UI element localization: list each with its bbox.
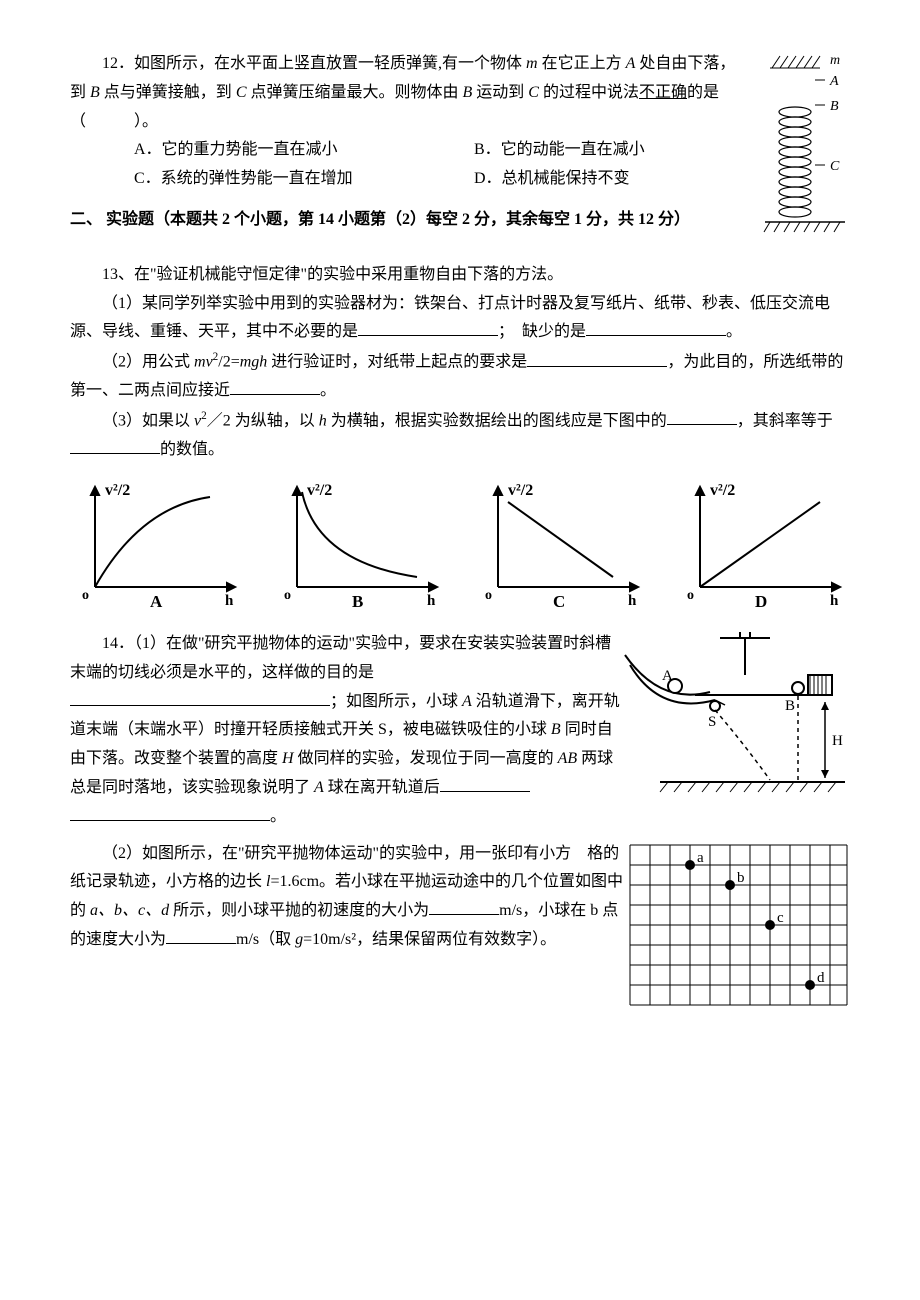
label-C: C bbox=[830, 159, 840, 174]
q13-p1: （1）某同学列举实验中用到的实验器材为：铁架台、打点计时器及复写纸片、纸带、秒表… bbox=[70, 290, 850, 348]
label-B: B bbox=[830, 99, 839, 114]
svg-text:b: b bbox=[737, 870, 745, 886]
q14-figure1: A S B H bbox=[620, 630, 850, 832]
q13-charts: v²/2 o h A v²/2 o h B v²/2 o h C bbox=[70, 477, 850, 612]
section2-title: 二、 实验题（本题共 2 个小题，第 14 小题第（2）每空 2 分，其余每空 … bbox=[70, 206, 850, 235]
svg-text:B: B bbox=[352, 592, 363, 611]
q14-p1-tail: 。 bbox=[70, 803, 620, 832]
q12-optD: D．总机械能保持不变 bbox=[410, 165, 630, 194]
chart-C: v²/2 o h C bbox=[473, 477, 648, 612]
svg-text:v²/2: v²/2 bbox=[307, 482, 332, 499]
svg-text:h: h bbox=[830, 593, 839, 609]
svg-text:v²/2: v²/2 bbox=[710, 482, 735, 499]
chart-A: v²/2 o h A bbox=[70, 477, 245, 612]
chart-D: v²/2 o h D bbox=[675, 477, 850, 612]
q12-optB: B．它的动能一直在减小 bbox=[410, 136, 645, 165]
q12-options-row1: A．它的重力势能一直在减小 B．它的动能一直在减小 bbox=[70, 136, 750, 165]
q13-intro: 13、在"验证机械能守恒定律"的实验中采用重物自由下落的方法。 bbox=[70, 261, 850, 290]
svg-text:A: A bbox=[150, 592, 163, 611]
svg-text:o: o bbox=[485, 588, 492, 603]
svg-text:H: H bbox=[832, 733, 843, 749]
q14-p1: 14．（1）在做"研究平抛物体的运动"实验中，要求在安装实验装置时斜槽末端的切线… bbox=[70, 630, 620, 803]
q12-options-row2: C．系统的弹性势能一直在增加 D．总机械能保持不变 bbox=[70, 165, 750, 194]
label-m: m bbox=[830, 53, 840, 68]
svg-text:B: B bbox=[785, 698, 795, 714]
svg-text:a: a bbox=[697, 850, 704, 866]
q12-figure: m A B C bbox=[760, 50, 850, 261]
q13-p2: （2）用公式 mv2/2=mgh 进行验证时，对纸带上起点的要求是，为此目的，所… bbox=[70, 347, 850, 406]
q13-p3: （3）如果以 v2／2 为纵轴，以 h 为横轴，根据实验数据绘出的图线应是下图中… bbox=[70, 406, 850, 465]
svg-text:v²/2: v²/2 bbox=[105, 482, 130, 499]
svg-text:o: o bbox=[687, 588, 694, 603]
svg-text:h: h bbox=[427, 593, 436, 609]
svg-text:A: A bbox=[662, 668, 673, 684]
svg-text:S: S bbox=[708, 714, 716, 730]
svg-text:D: D bbox=[755, 592, 767, 611]
svg-text:o: o bbox=[82, 588, 89, 603]
svg-text:d: d bbox=[817, 970, 825, 986]
svg-text:c: c bbox=[777, 910, 784, 926]
q12-optA: A．它的重力势能一直在减小 bbox=[70, 136, 410, 165]
chart-B: v²/2 o h B bbox=[272, 477, 447, 612]
svg-text:C: C bbox=[553, 592, 565, 611]
svg-text:o: o bbox=[284, 588, 291, 603]
svg-text:v²/2: v²/2 bbox=[508, 482, 533, 499]
q14-figure2: a b c d bbox=[625, 840, 850, 1026]
svg-text:h: h bbox=[225, 593, 234, 609]
q14-p2: （2）如图所示，在"研究平抛物体运动"的实验中，用一张印有小方 格的纸记录轨迹，… bbox=[70, 840, 625, 955]
q12-optC: C．系统的弹性势能一直在增加 bbox=[70, 165, 410, 194]
svg-text:h: h bbox=[628, 593, 637, 609]
label-A: A bbox=[829, 74, 839, 89]
q12-stem: 12．如图所示，在水平面上竖直放置一轻质弹簧,有一个物体 m 在它正上方 A 处… bbox=[70, 50, 850, 136]
